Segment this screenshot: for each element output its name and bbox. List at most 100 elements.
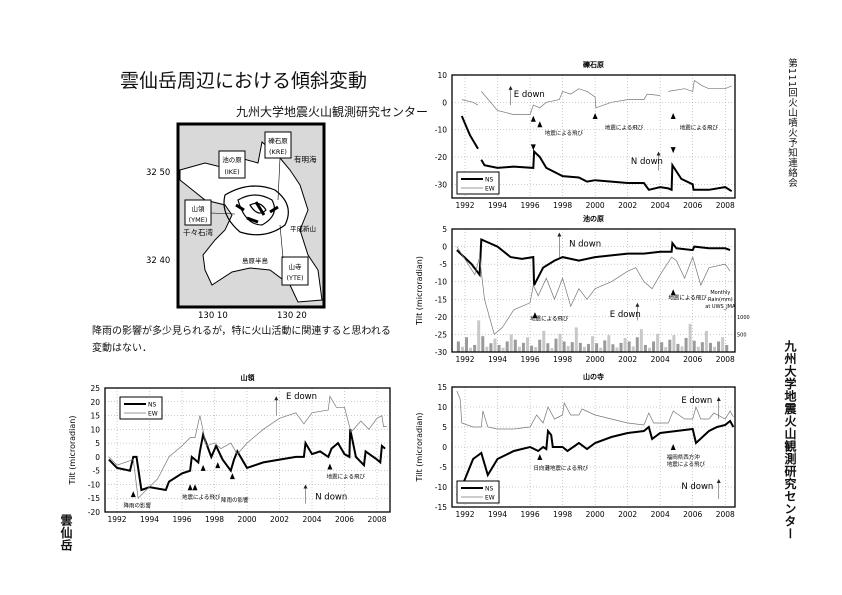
y-tick-label: -25	[435, 330, 447, 339]
rain-bar	[676, 343, 680, 352]
y-tick-label: 15	[90, 412, 100, 421]
rain-bar	[582, 346, 586, 352]
arrow-head-icon	[557, 232, 562, 237]
place-label: 平成新山	[290, 224, 316, 233]
legend-label: NS	[485, 486, 493, 493]
volcano-label: 雲仙岳	[59, 514, 73, 552]
station-label-ike: 池の原 (IKE)	[218, 150, 246, 179]
legend-label: NS	[485, 177, 493, 184]
rain-axis-label: 1000	[737, 315, 750, 321]
station-map: 32 50 32 40 130 10 130 20 礫石原 (KRE) 池の原 …	[146, 122, 326, 321]
y-tick-label: 0	[442, 98, 447, 107]
rain-bar	[680, 346, 684, 352]
x-tick-label: 2004	[651, 355, 670, 364]
station-code: (YTE)	[286, 274, 303, 282]
x-tick-label: 1998	[553, 201, 572, 210]
y-tick-label: -20	[88, 508, 100, 517]
event-marker-triangle	[530, 144, 536, 151]
event-marker-triangle	[670, 444, 676, 450]
rain-bar	[493, 338, 497, 352]
rain-bar	[721, 337, 725, 352]
rain-bar	[509, 334, 513, 352]
organization-label: 九州大学地震火山観測研究センター	[236, 105, 429, 119]
rain-bar	[501, 347, 505, 352]
legend-box	[456, 171, 500, 195]
rain-bar	[607, 335, 611, 352]
rain-bar	[708, 342, 712, 352]
rain-bar	[672, 335, 676, 352]
chart-title: 山の寺	[583, 372, 604, 381]
rain-bar	[546, 343, 550, 352]
x-tick-label: 2002	[618, 355, 637, 364]
event-marker-triangle	[670, 113, 676, 119]
summit-shading	[235, 201, 279, 224]
rain-bar	[517, 346, 521, 352]
x-tick-label: 2006	[335, 515, 354, 524]
y-tick-label: 10	[90, 425, 100, 434]
chart-title: 池の原	[583, 214, 604, 223]
chart-4: 山の寺 Tilt (microradian) 1992 1994 1996 1998 200…	[415, 372, 736, 519]
x-tick-label: 1994	[488, 201, 507, 210]
y-tick-label: -30	[435, 180, 447, 189]
y-tick-label: -15	[88, 494, 100, 503]
event-marker-triangle	[187, 484, 193, 491]
rain-bar	[526, 337, 530, 352]
station-code: (IKE)	[224, 168, 239, 176]
y-tick-label: -30	[435, 348, 447, 357]
rain-bar	[578, 342, 582, 352]
summary-note: 降雨の影響が多少見られるが，特に火山活動に関連すると思われる 変動はない．	[92, 323, 392, 357]
y-tick-label: -5	[440, 260, 448, 269]
x-tick-label: 1994	[140, 515, 159, 524]
rain-bar	[599, 347, 603, 352]
rain-bar	[465, 337, 469, 352]
rain-bar	[550, 348, 554, 352]
x-tick-label: 1992	[455, 201, 474, 210]
x-tick-label: 2004	[651, 201, 670, 210]
rain-bar	[530, 345, 534, 352]
chart-1: 礫石原 1992 1994 1996 1998 2000 2002 2004 2006 2008 1…	[435, 60, 736, 210]
rain-bar	[619, 342, 623, 352]
event-marker-triangle	[670, 289, 676, 296]
arrow-head-icon	[274, 396, 279, 401]
x-tick-label: 1996	[172, 515, 191, 524]
rain-bar	[647, 347, 651, 352]
event-marker-triangle	[532, 312, 538, 319]
rain-label: Monthly	[710, 290, 730, 296]
rain-bar	[615, 347, 619, 352]
event-marker-triangle	[229, 473, 235, 480]
x-tick-label: 2008	[716, 201, 735, 210]
rain-bar	[481, 336, 485, 352]
rain-bar	[660, 342, 664, 352]
rain-bar	[603, 340, 607, 352]
x-tick-label: 1996	[521, 201, 540, 210]
event-annotation: 地震による飛び	[667, 460, 706, 468]
x-tick-label: 1992	[455, 510, 474, 519]
x-tick-label: 2004	[302, 515, 321, 524]
rain-bar	[570, 342, 574, 352]
rain-bar	[566, 346, 570, 352]
rain-bar	[558, 333, 562, 352]
arrow-head-icon	[716, 479, 721, 483]
event-marker-triangle	[537, 454, 543, 460]
summary-note-line: 変動はない．	[92, 343, 152, 354]
x-tick-label: 2000	[237, 515, 256, 524]
x-tick-label: 2006	[683, 201, 702, 210]
x-tick-label: 1994	[488, 510, 507, 519]
arrow-head-icon	[656, 151, 661, 156]
page-title: 雲仙岳周辺における傾斜変動	[120, 70, 368, 92]
event-marker-triangle	[537, 121, 543, 128]
rain-bar	[513, 339, 517, 352]
x-tick-label: 2008	[367, 515, 386, 524]
rain-bar	[521, 342, 525, 352]
direction-label: E down	[681, 396, 712, 406]
rain-bar	[595, 343, 599, 352]
y-tick-label: 0	[442, 243, 447, 252]
lon-label: 130 20	[277, 311, 307, 321]
station-code: (KRE)	[269, 148, 287, 156]
x-tick-label: 1992	[107, 515, 126, 524]
x-tick-label: 2006	[683, 510, 702, 519]
event-annotation: 降雨の影響	[124, 501, 152, 509]
x-tick-label: 2002	[618, 201, 637, 210]
station-label-yte: 山寺 (YTE)	[279, 224, 309, 286]
